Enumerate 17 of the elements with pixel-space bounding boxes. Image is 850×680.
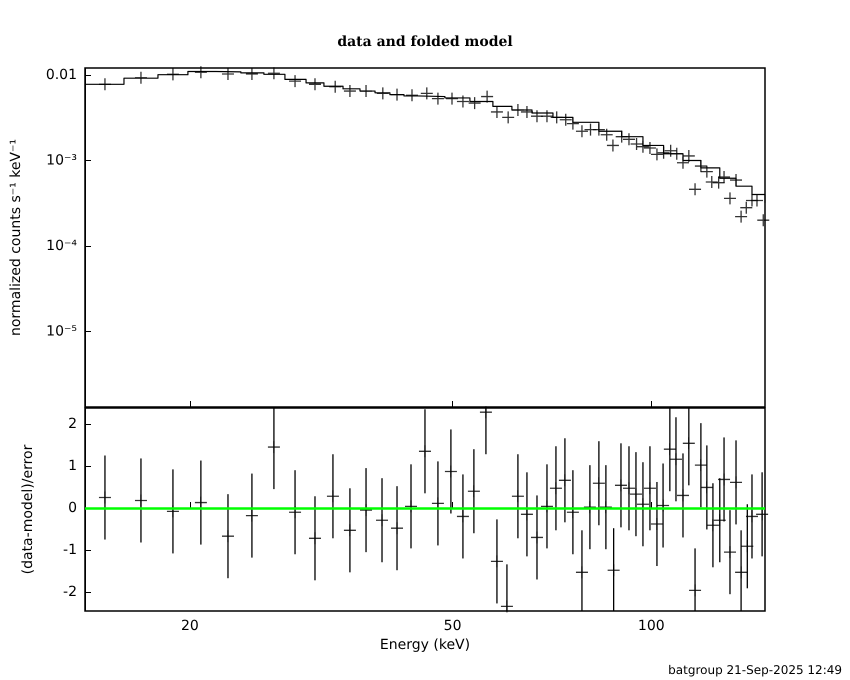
y-tick-label: 1 bbox=[68, 458, 77, 474]
y-tick-label: -2 bbox=[63, 584, 77, 600]
x-axis-title: Energy (keV) bbox=[380, 636, 470, 653]
x-tick-label: 50 bbox=[444, 618, 462, 634]
y-tick-label: 0 bbox=[68, 500, 77, 516]
y-tick-label: 10⁻⁴ bbox=[46, 238, 78, 254]
y-tick-label: 2 bbox=[68, 416, 77, 432]
y-tick-label: 0.01 bbox=[46, 67, 77, 84]
x-tick-label: 20 bbox=[181, 618, 199, 634]
chart-title: data and folded model bbox=[337, 34, 513, 50]
y-tick-label: 10⁻³ bbox=[46, 152, 77, 168]
y-axis-title: normalized counts s⁻¹ keV⁻¹ bbox=[8, 138, 24, 336]
y-axis-title: (data-model)/error bbox=[20, 444, 36, 574]
y-tick-label: 10⁻⁵ bbox=[46, 323, 77, 340]
x-tick-label: 100 bbox=[638, 618, 665, 634]
y-tick-label: -1 bbox=[63, 542, 77, 558]
text: batgroup 21-Sep-2025 12:49 bbox=[668, 663, 842, 677]
